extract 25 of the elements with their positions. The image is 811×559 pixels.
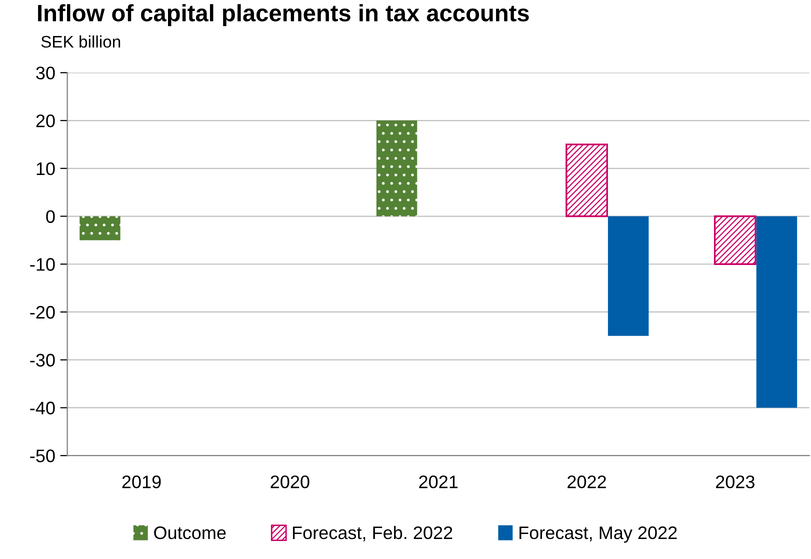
y-tick-label: -50 [30,450,55,462]
legend-label: Forecast, May 2022 [520,526,677,543]
bar [756,216,798,408]
legend-label: Outcome [154,526,226,540]
x-tick-label: 2020 [270,476,310,488]
chart-subtitle: SEK billion [41,35,120,48]
y-tick-label: 0 [46,210,55,223]
y-tick-label: -10 [30,258,55,271]
bar [608,216,649,336]
y-tick-label: 20 [36,114,55,128]
y-tick-label: -40 [30,402,55,414]
chart-title: Inflow of capital placements in tax accounts [38,4,529,26]
x-tick-label: 2023 [716,476,754,488]
bar [714,215,756,265]
x-tick-label: 2019 [122,476,161,488]
y-tick-label: 30 [36,66,55,80]
y-tick-label: 10 [36,162,55,176]
y-tick-label: -30 [30,354,55,367]
bar [80,216,120,240]
bar [376,120,418,216]
legend-label: Forecast, Feb. 2022 [292,526,452,542]
bar [566,144,608,218]
x-tick-label: 2022 [568,476,606,488]
x-tick-label: 2021 [419,476,458,488]
y-tick-label: -20 [30,306,55,319]
